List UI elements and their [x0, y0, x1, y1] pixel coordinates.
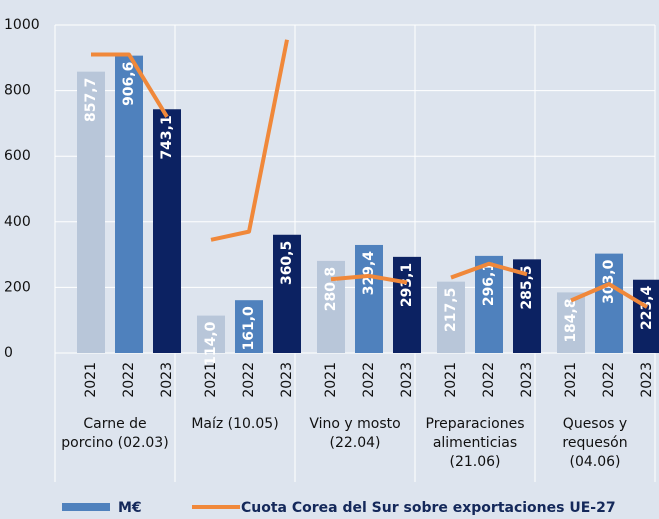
bar: [437, 281, 465, 353]
group-label: alimenticias: [433, 435, 517, 451]
bar: [235, 300, 263, 353]
value-label: 161,0: [241, 306, 257, 351]
x-tick-label: 2021: [83, 362, 99, 398]
bar: [475, 255, 503, 353]
group-label: Maíz (10.05): [191, 416, 278, 432]
y-tick-label: 0: [4, 345, 13, 361]
legend-swatch: [62, 503, 110, 511]
bar: [633, 279, 659, 353]
group-label: requesón: [562, 435, 627, 451]
value-label: 360,5: [279, 241, 295, 285]
group-label: (04.06): [569, 454, 620, 470]
y-tick-label: 800: [4, 83, 31, 99]
group-label: Carne de: [83, 416, 146, 432]
bar: [317, 260, 345, 353]
bar: [153, 109, 181, 353]
value-label: 223,4: [639, 285, 655, 330]
bar: [273, 234, 301, 353]
x-tick-label: 2022: [601, 362, 617, 398]
x-tick-label: 2021: [563, 362, 579, 398]
value-label: 293,1: [399, 263, 415, 307]
x-tick-label: 2022: [241, 362, 257, 398]
x-tick-label: 2023: [639, 362, 655, 398]
value-label: 285,5: [519, 265, 535, 309]
line-segment: [330, 273, 408, 285]
value-label: 743,1: [159, 115, 175, 159]
group-label: porcino (02.03): [61, 435, 168, 451]
bar: [77, 71, 105, 353]
x-tick-label: 2022: [361, 362, 377, 398]
line-segment: [210, 39, 289, 242]
x-tick-label: 2021: [443, 362, 459, 398]
legend-label: M€: [118, 500, 142, 516]
bar: [393, 256, 421, 353]
x-tick-label: 2022: [481, 362, 497, 398]
legend-label: Cuota Corea del Sur sobre exportaciones …: [241, 500, 616, 516]
group-label: (21.06): [449, 454, 500, 470]
value-label: 114,0: [203, 321, 219, 366]
x-tick-label: 2022: [121, 362, 137, 398]
group-label: Vino y mosto: [309, 416, 400, 432]
x-tick-label: 2021: [203, 362, 219, 398]
x-tick-label: 2021: [323, 362, 339, 398]
line-segment: [450, 261, 528, 280]
group-label: Quesos y: [563, 416, 627, 432]
value-label: 217,5: [443, 288, 459, 332]
y-tick-label: 1000: [4, 17, 40, 33]
bar: [513, 259, 541, 353]
value-label: 906,6: [121, 62, 137, 106]
x-tick-label: 2023: [399, 362, 415, 398]
line-segment: [91, 52, 169, 118]
y-tick-label: 600: [4, 148, 31, 164]
value-label: 857,7: [83, 78, 99, 122]
x-tick-label: 2023: [279, 362, 295, 398]
value-label: 296,1: [481, 262, 497, 306]
x-tick-label: 2023: [519, 362, 535, 398]
y-tick-label: 200: [4, 279, 31, 295]
line-segment: [570, 282, 649, 309]
bar: [595, 253, 623, 353]
bar: [355, 244, 383, 353]
group-label: (22.04): [329, 435, 380, 451]
value-label: 303,0: [601, 259, 617, 304]
value-label: 329,4: [361, 251, 377, 296]
bar: [197, 315, 225, 353]
group-label: Preparaciones: [426, 416, 525, 432]
bar: [557, 292, 585, 353]
x-tick-label: 2023: [159, 362, 175, 398]
bar: [115, 55, 143, 354]
value-label: 184,8: [563, 298, 579, 342]
y-tick-label: 400: [4, 214, 31, 230]
value-label: 280,8: [323, 267, 339, 311]
